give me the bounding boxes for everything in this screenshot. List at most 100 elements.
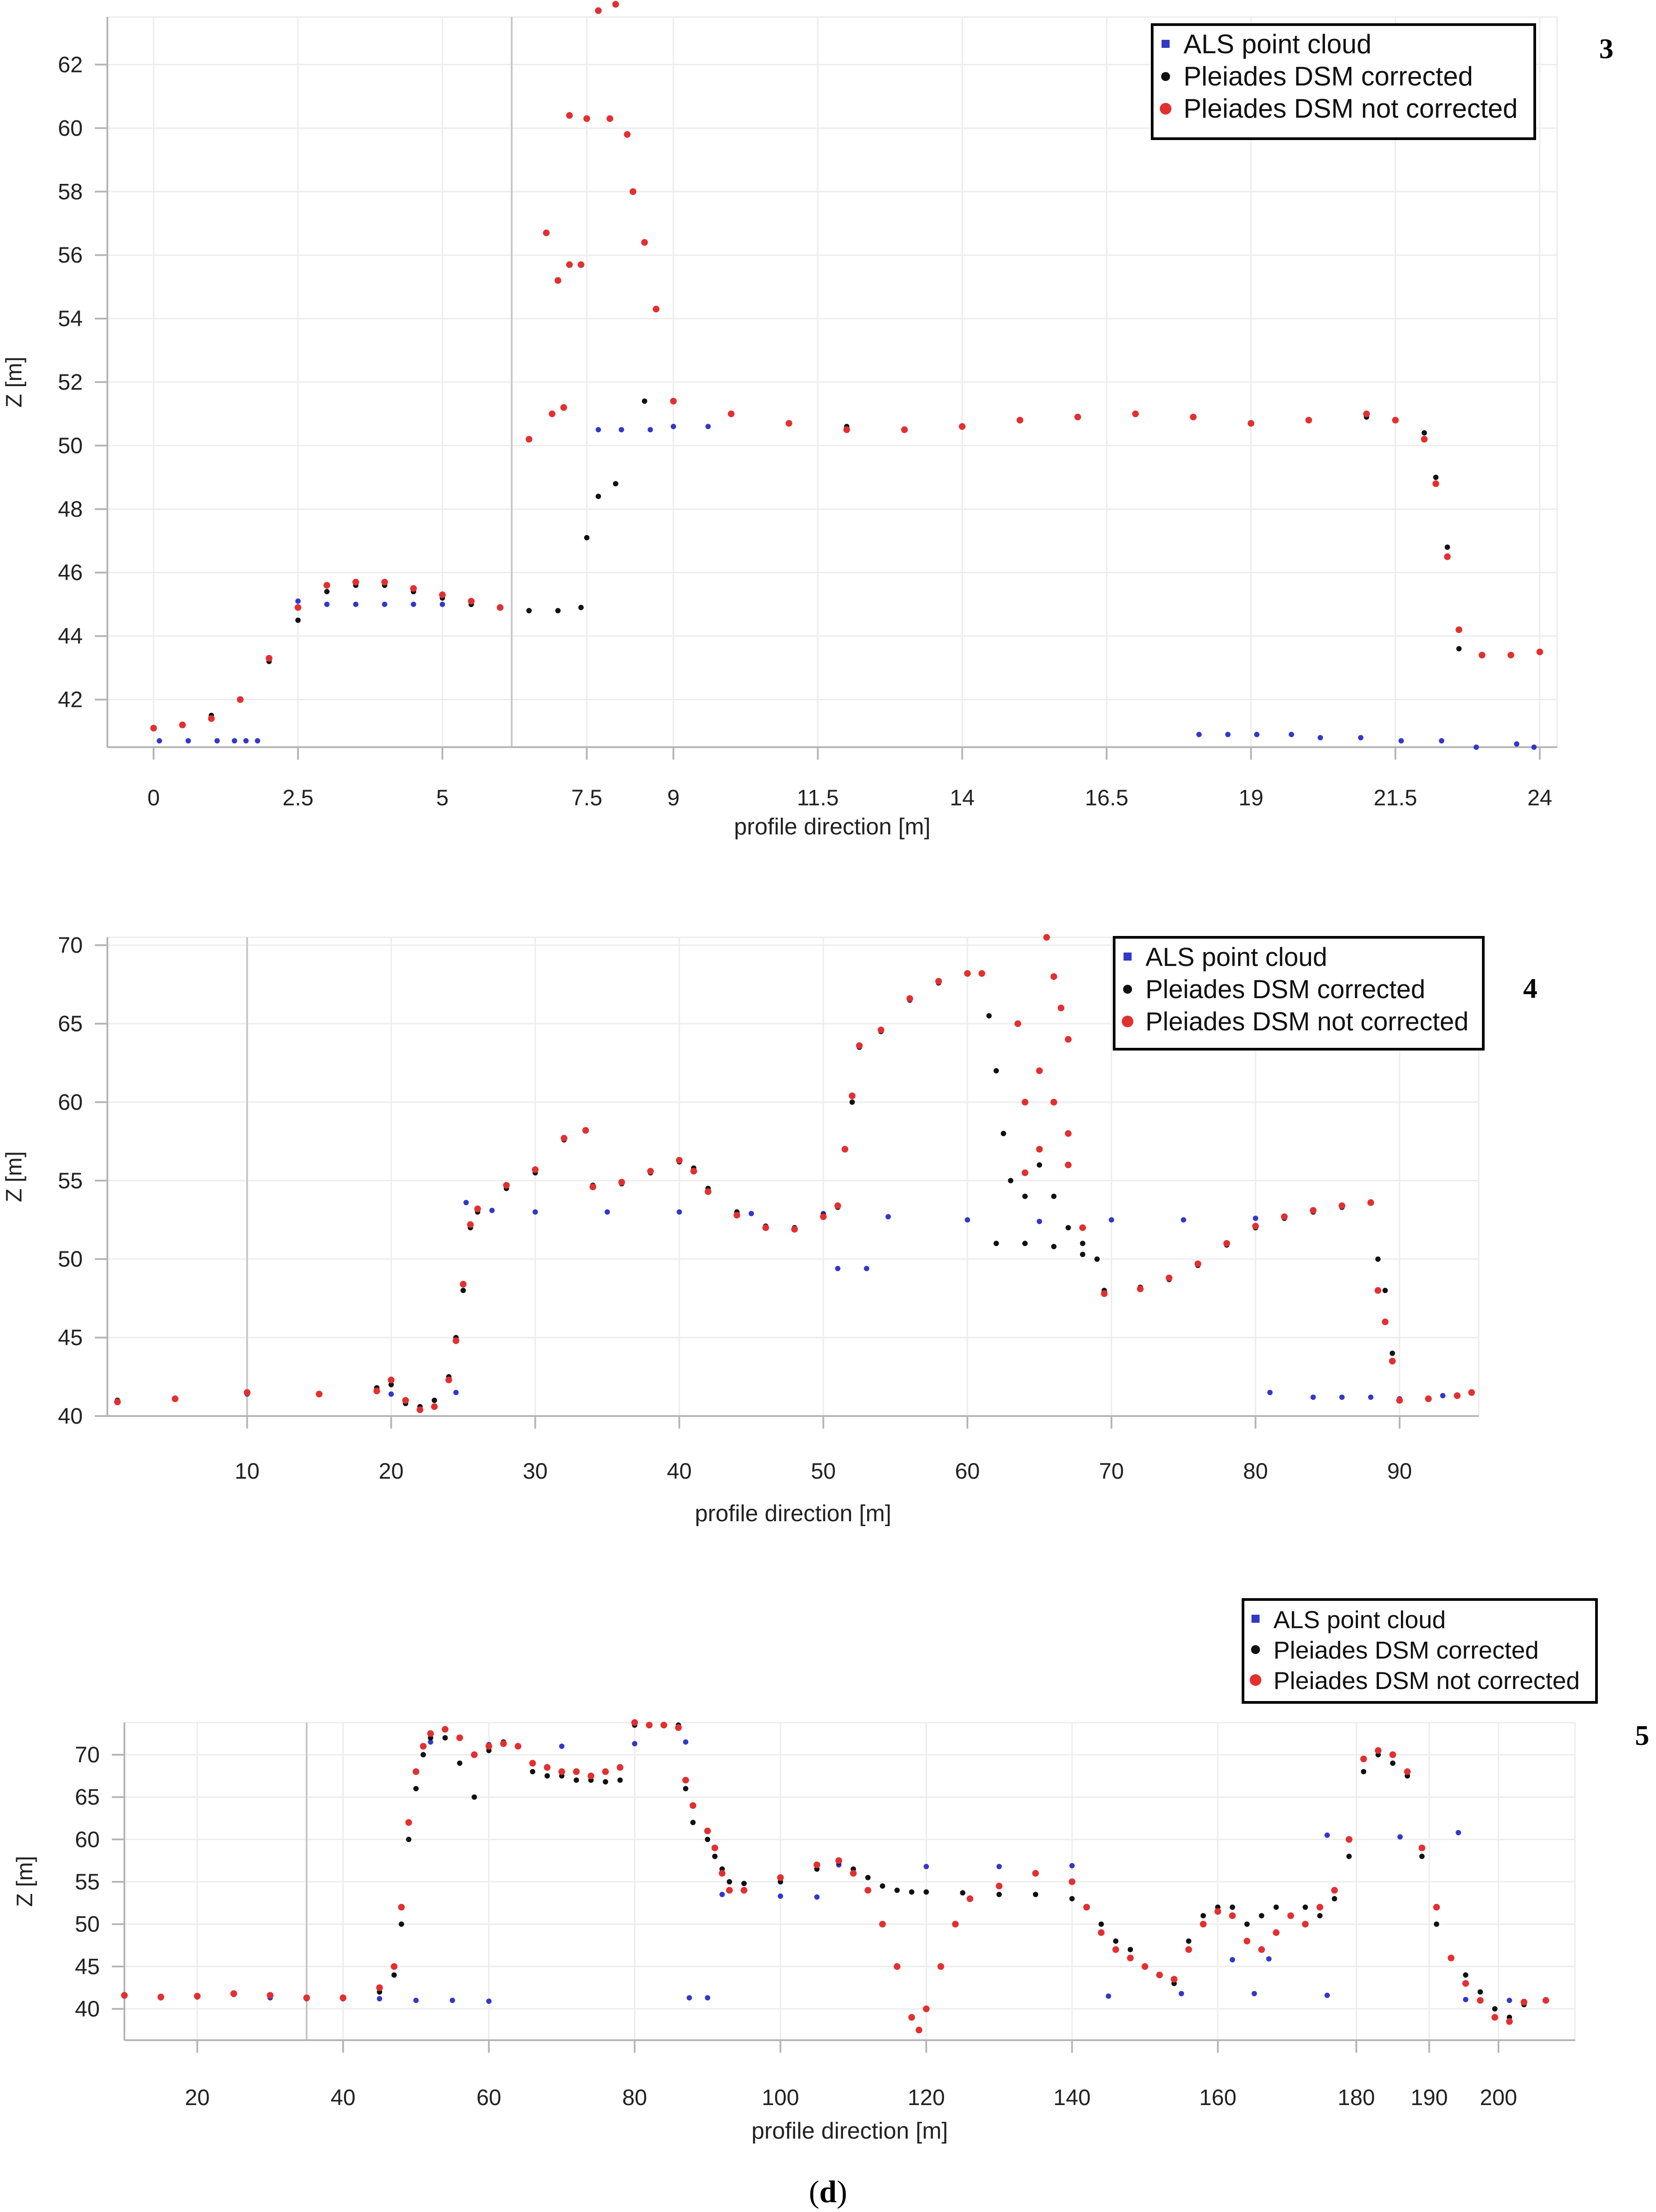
data-point-corrected bbox=[578, 604, 584, 610]
legend-marker-als bbox=[1252, 1615, 1260, 1623]
y-tick-label: 50 bbox=[75, 1912, 100, 1937]
x-tick-label: 24 bbox=[1527, 785, 1552, 810]
data-point-not_corrected bbox=[294, 604, 302, 611]
y-axis-label: Z [m] bbox=[12, 1856, 37, 1907]
x-tick-label: 90 bbox=[1387, 1459, 1412, 1484]
data-point-corrected bbox=[1390, 1760, 1396, 1766]
data-point-not_corrected bbox=[606, 115, 613, 122]
data-point-not_corrected bbox=[413, 1768, 420, 1775]
data-point-als bbox=[157, 738, 162, 744]
data-point-not_corrected bbox=[558, 1768, 565, 1775]
x-tick-label: 9 bbox=[667, 785, 680, 810]
caption-letter: d bbox=[819, 2175, 837, 2209]
data-point-corrected bbox=[1273, 1904, 1279, 1910]
data-point-not_corrected bbox=[1022, 1098, 1029, 1106]
data-point-als bbox=[1531, 744, 1537, 750]
data-point-corrected bbox=[960, 1890, 966, 1896]
data-point-not_corrected bbox=[1223, 1240, 1230, 1247]
panel-label: 4 bbox=[1523, 972, 1537, 1004]
data-point-not_corrected bbox=[1360, 1755, 1367, 1762]
data-point-not_corrected bbox=[690, 1168, 697, 1175]
data-point-not_corrected bbox=[850, 1870, 857, 1877]
data-point-not_corrected bbox=[171, 1395, 179, 1402]
data-point-not_corrected bbox=[1281, 1213, 1288, 1220]
data-point-not_corrected bbox=[652, 306, 660, 313]
data-point-not_corrected bbox=[1017, 417, 1023, 424]
y-tick-label: 45 bbox=[75, 1954, 100, 1979]
data-point-not_corrected bbox=[243, 1389, 251, 1396]
data-point-not_corrected bbox=[618, 1178, 625, 1186]
data-point-not_corrected bbox=[532, 1166, 539, 1173]
x-axis-label: profile direction [m] bbox=[734, 814, 930, 840]
data-point-not_corrected bbox=[1243, 1938, 1251, 1944]
x-tick-label: 70 bbox=[1099, 1459, 1124, 1484]
data-point-corrected bbox=[1051, 1244, 1057, 1250]
data-point-als bbox=[353, 601, 359, 607]
legend-box bbox=[1113, 936, 1485, 1051]
data-point-corrected bbox=[1463, 1972, 1469, 1978]
data-point-not_corrected bbox=[525, 436, 532, 443]
data-point-not_corrected bbox=[1305, 417, 1312, 424]
data-point-als bbox=[814, 1894, 820, 1900]
data-point-corrected bbox=[472, 1794, 477, 1800]
data-point-not_corrected bbox=[835, 1857, 843, 1864]
legend-box bbox=[1151, 23, 1536, 140]
data-point-not_corrected bbox=[1331, 1887, 1338, 1894]
data-point-als bbox=[532, 1209, 538, 1215]
data-point-not_corrected bbox=[1425, 1395, 1432, 1402]
data-point-not_corrected bbox=[543, 230, 550, 236]
data-point-als bbox=[749, 1211, 754, 1217]
data-point-not_corrected bbox=[1345, 1836, 1353, 1843]
data-point-corrected bbox=[993, 1068, 999, 1074]
data-point-not_corrected bbox=[1194, 1260, 1201, 1268]
data-point-not_corrected bbox=[820, 1213, 827, 1220]
data-point-not_corrected bbox=[445, 1376, 452, 1383]
x-tick-label: 0 bbox=[147, 785, 160, 810]
x-axis-label: profile direction [m] bbox=[751, 2118, 948, 2144]
data-point-not_corrected bbox=[978, 970, 985, 977]
data-point-not_corrected bbox=[1171, 1976, 1178, 1983]
legend-label-als: ALS point cloud bbox=[1273, 1606, 1446, 1633]
data-point-als bbox=[924, 1863, 929, 1869]
legend-marker-corrected bbox=[1251, 1645, 1260, 1654]
data-point-als bbox=[450, 1998, 456, 2003]
data-point-als bbox=[1507, 1998, 1512, 2003]
y-tick-label: 46 bbox=[58, 560, 83, 585]
data-point-als bbox=[1514, 741, 1520, 747]
data-point-not_corrected bbox=[1101, 1290, 1108, 1297]
data-point-not_corrected bbox=[785, 420, 792, 427]
data-point-not_corrected bbox=[398, 1904, 405, 1911]
legend-marker-corrected bbox=[1123, 985, 1132, 994]
data-point-als bbox=[295, 598, 301, 604]
data-point-corrected bbox=[1080, 1251, 1086, 1257]
x-tick-label: 5 bbox=[436, 785, 449, 810]
y-axis-label: Z [m] bbox=[1, 357, 26, 408]
data-point-not_corrected bbox=[1190, 413, 1197, 421]
data-point-corrected bbox=[865, 1875, 871, 1880]
data-point-not_corrected bbox=[894, 1963, 901, 1970]
data-point-corrected bbox=[1456, 646, 1462, 651]
data-point-not_corrected bbox=[612, 1, 619, 8]
data-point-corrected bbox=[705, 1837, 711, 1842]
data-point-als bbox=[677, 1209, 682, 1215]
data-point-corrected bbox=[1080, 1241, 1086, 1246]
data-point-corrected bbox=[1389, 1350, 1395, 1356]
data-point-not_corrected bbox=[1156, 1971, 1163, 1978]
legend-label-corrected: Pleiades DSM corrected bbox=[1145, 975, 1425, 1004]
data-point-not_corrected bbox=[958, 423, 966, 430]
data-point-not_corrected bbox=[841, 1146, 848, 1153]
data-point-als bbox=[1252, 1991, 1257, 1996]
legend-label-als: ALS point cloud bbox=[1145, 943, 1327, 972]
data-point-corrected bbox=[1444, 544, 1450, 550]
data-point-not_corrected bbox=[1273, 1929, 1280, 1936]
data-point-not_corrected bbox=[1404, 1768, 1411, 1775]
data-point-als bbox=[428, 1739, 434, 1745]
data-point-not_corrected bbox=[682, 1777, 689, 1784]
data-point-not_corrected bbox=[711, 1844, 719, 1851]
data-point-not_corrected bbox=[1316, 1904, 1324, 1911]
data-point-not_corrected bbox=[387, 1376, 395, 1383]
data-point-corrected bbox=[530, 1769, 536, 1774]
data-point-not_corrected bbox=[1382, 1319, 1389, 1325]
legend-marker-corrected bbox=[1161, 72, 1170, 81]
data-point-not_corrected bbox=[877, 1026, 885, 1034]
